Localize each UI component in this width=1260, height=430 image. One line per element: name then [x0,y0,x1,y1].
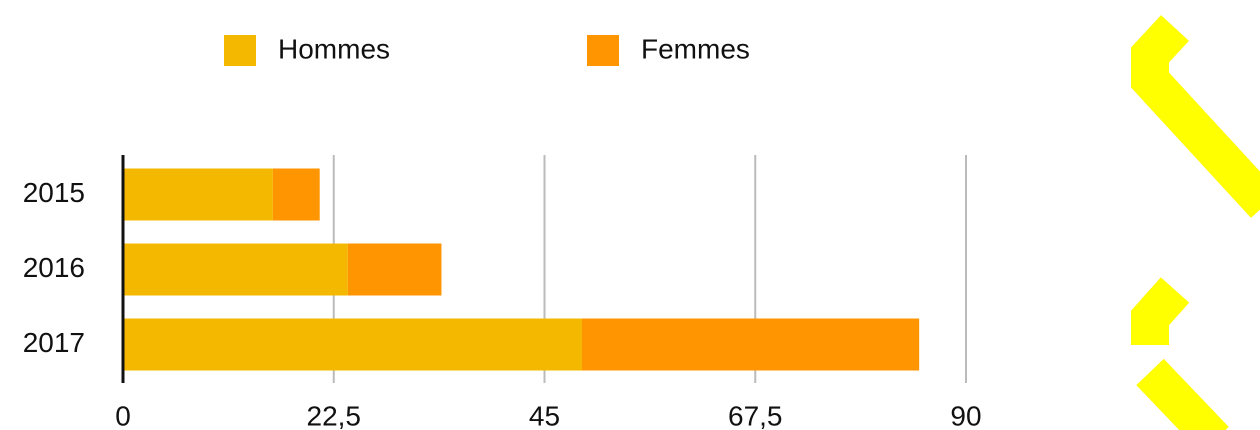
x-tick-label: 0 [115,400,131,430]
x-tick-label: 45 [529,400,560,430]
legend-swatch [587,35,619,66]
bar-segment [581,318,920,371]
y-tick-label: 2016 [23,252,85,283]
bar-segment [347,243,442,296]
y-tick-label: 2015 [23,177,85,208]
chevron [1131,277,1190,345]
bar-segment [123,318,582,371]
bar-segment [123,243,348,296]
bar-segment [123,168,273,221]
decoration [1131,15,1260,430]
y-tick-label: 2017 [23,327,85,358]
chevron [1131,15,1260,218]
legend-swatch [224,35,256,66]
x-tick-label: 90 [950,400,981,430]
legend-label: Femmes [641,33,750,64]
chevron [1136,358,1229,430]
x-tick-label: 22,5 [307,400,362,430]
bar-segment [272,168,320,221]
x-tick-label: 67,5 [728,400,783,430]
legend-label: Hommes [278,33,390,64]
